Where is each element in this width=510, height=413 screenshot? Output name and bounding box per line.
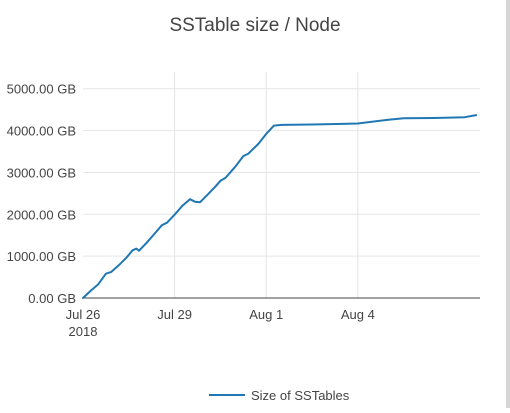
legend-label[interactable]: Size of SSTables (251, 388, 350, 403)
y-tick-label: 1000.00 GB (7, 249, 76, 264)
series-line-size-of-sstables[interactable] (82, 114, 478, 299)
axes: 0.00 GB 1000.00 GB 2000.00 GB 3000.00 GB 400… (7, 82, 480, 339)
x-tick-label: Jul 29 (157, 307, 192, 322)
plot-area[interactable] (82, 114, 478, 299)
legend[interactable]: Size of SSTables (209, 388, 350, 403)
x-tick-label: Jul 26 (66, 307, 101, 322)
x-tick-label: Aug 1 (249, 307, 283, 322)
y-tick-label: 0.00 GB (28, 291, 76, 306)
x-tick-label: Aug 4 (341, 307, 375, 322)
right-border-divider (506, 0, 510, 408)
y-tick-label: 3000.00 GB (7, 165, 76, 180)
gridlines (83, 72, 480, 298)
x-tick-sublabel: 2018 (69, 324, 98, 339)
y-tick-label: 5000.00 GB (7, 82, 76, 97)
chart-title: SSTable size / Node (169, 15, 340, 36)
y-tick-label: 4000.00 GB (7, 124, 76, 139)
y-tick-label: 2000.00 GB (7, 207, 76, 222)
